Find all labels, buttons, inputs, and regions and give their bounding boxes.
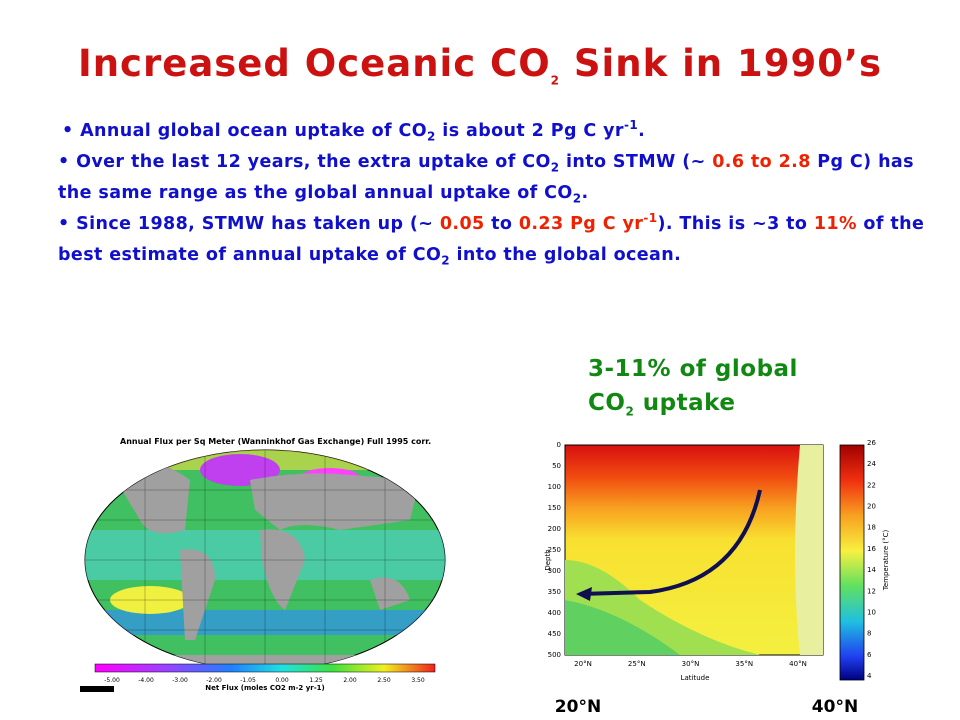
depth-tick: 150: [548, 504, 561, 512]
right-marker: 40°N: [812, 697, 858, 717]
map-colorbar-tick: 3.50: [411, 677, 425, 684]
text-run: to: [484, 214, 519, 234]
map-colorbar-tick: -2.00: [206, 677, 222, 684]
latitude-tick: 25°N: [628, 660, 646, 668]
map-colorbar-label: Net Flux (moles CO2 m-2 yr-1): [205, 684, 324, 692]
map-colorbar-tick: 2.00: [343, 677, 357, 684]
depth-tick: 0: [557, 441, 561, 449]
temperature-tick: 16: [867, 545, 876, 553]
depth-tick: 450: [548, 630, 561, 638]
temperature-tick: 8: [867, 630, 871, 638]
temperature-tick: 26: [867, 439, 876, 447]
map-colorbar-tick: 1.25: [309, 677, 323, 684]
text-run: uptake: [634, 390, 736, 416]
temperature-label: Temperature (°C): [882, 530, 890, 592]
temperature-tick: 22: [867, 481, 876, 489]
text-run: • Since 1988, STMW has taken up (~: [58, 214, 440, 234]
text-run: 0.05: [439, 214, 485, 234]
depth-tick: 350: [548, 588, 561, 596]
slide-title: Increased Oceanic CO2 Sink in 1990’s: [0, 42, 960, 88]
depth-label: Depth: [544, 549, 552, 570]
temperature-tick: 14: [867, 566, 876, 574]
bullet: • Since 1988, STMW has taken up (~ 0.05 …: [58, 209, 942, 271]
map-colorbar-tick: -3.00: [172, 677, 188, 684]
map-colorbar-tick: -4.00: [138, 677, 154, 684]
depth-tick: 100: [548, 483, 561, 491]
map-colorbar-tick: 0.00: [275, 677, 289, 684]
temperature-tick: 6: [867, 651, 872, 659]
text-run: ). This is ~3 to: [657, 214, 814, 234]
callout: 3-11% of global CO2 uptake: [588, 352, 798, 420]
latitude-tick: 35°N: [735, 660, 753, 668]
map-title: Annual Flux per Sq Meter (Wanninkhof Gas…: [120, 437, 431, 446]
text-run: Increased Oceanic CO: [77, 42, 551, 85]
temperature-tick: 10: [867, 608, 876, 616]
text-run: • Annual global ocean uptake of CO: [62, 121, 428, 141]
text-run: 11%: [813, 214, 857, 234]
temperature-section: [564, 444, 865, 681]
text-run: into the global ocean.: [450, 245, 682, 265]
text-run: 3-11% of global: [588, 356, 798, 382]
text-run: of the best estimate of annual uptake of…: [58, 214, 925, 265]
text-run: CO: [588, 390, 626, 416]
depth-tick: 300: [548, 567, 561, 575]
text-run: 2: [441, 253, 450, 268]
left-marker: 20°N: [555, 697, 601, 717]
depth-tick: 50: [552, 462, 561, 470]
text-run: 0.6 to 2.8: [712, 152, 811, 172]
map-colorbar-tick: -5.00: [104, 677, 120, 684]
latitude-tick: 30°N: [682, 660, 700, 668]
text-run: 2: [550, 73, 561, 88]
depth-tick: 500: [548, 651, 561, 659]
bullet: • Annual global ocean uptake of CO2 is a…: [58, 116, 942, 147]
text-run: Sink in 1990’s: [560, 42, 883, 85]
depth-tick: 250: [548, 546, 561, 554]
depth-tick: 200: [548, 525, 561, 533]
temperature-tick: 4: [867, 672, 872, 680]
latitude-label: Latitude: [681, 674, 710, 682]
text-run: is about 2 Pg C yr: [435, 121, 624, 141]
bullet: • Over the last 12 years, the extra upta…: [58, 147, 942, 209]
text-run: 2: [550, 160, 560, 175]
text-run: -1: [623, 118, 639, 133]
bullet-list: • Annual global ocean uptake of CO2 is a…: [58, 116, 942, 271]
map-colorbar-tick: 2.50: [377, 677, 391, 684]
text-run: into STMW (~: [559, 152, 713, 172]
text-run: 2: [625, 404, 635, 419]
text-run: 2: [572, 191, 582, 206]
text-run: -1: [643, 211, 658, 226]
temperature-tick: 24: [867, 460, 876, 468]
temperature-tick: 20: [867, 503, 876, 511]
map-colorbar-tick: -1.05: [240, 677, 256, 684]
latitude-tick: 20°N: [574, 660, 592, 668]
text-run: .: [638, 121, 646, 141]
temperature-tick: 18: [867, 524, 876, 532]
text-run: 0.23 Pg C yr: [518, 214, 644, 234]
latitude-tick: 40°N: [789, 660, 807, 668]
flux-map: [80, 449, 446, 692]
text-run: 2: [427, 129, 436, 144]
temperature-tick: 12: [867, 587, 876, 595]
text-run: Pg C) has the same range as the global a…: [58, 152, 914, 203]
depth-tick: 400: [548, 609, 561, 617]
text-run: • Over the last 12 years, the extra upta…: [58, 152, 551, 172]
text-run: .: [581, 183, 589, 203]
